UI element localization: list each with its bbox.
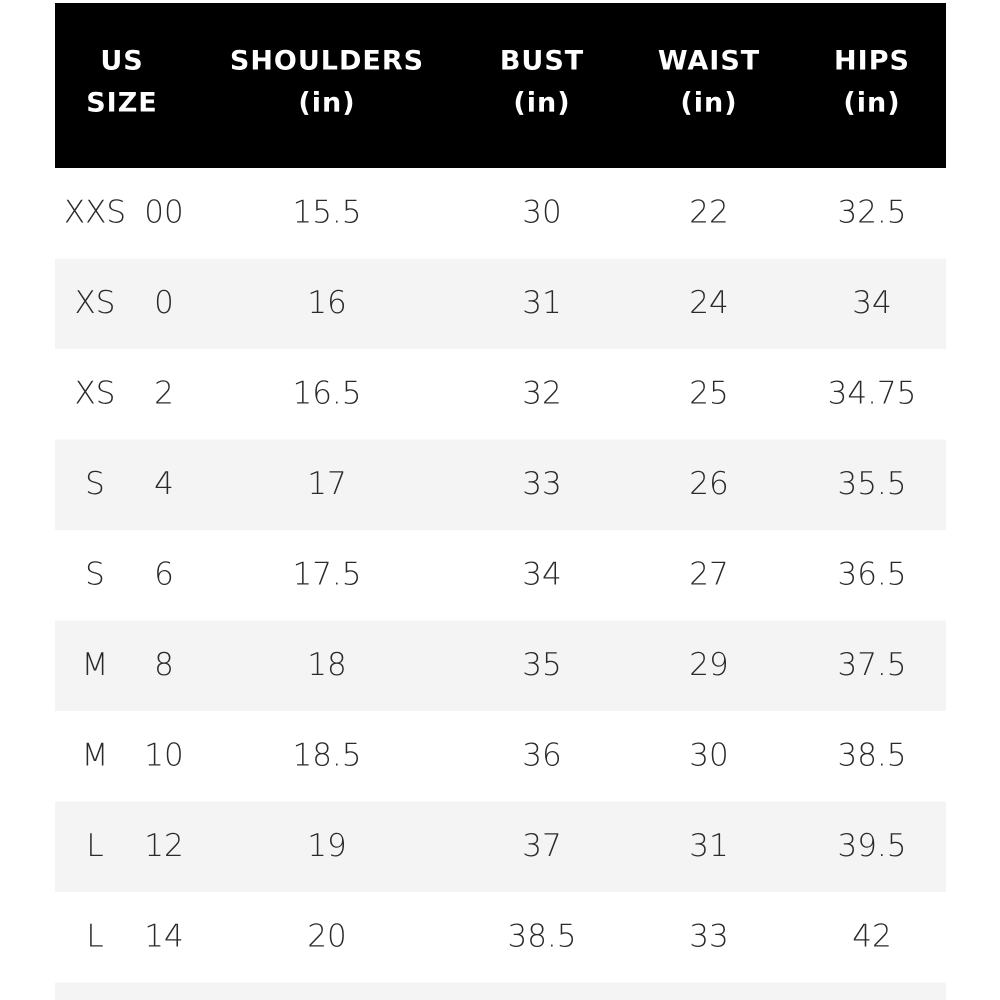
size-number: 0	[154, 285, 174, 321]
size-number: 10	[144, 738, 183, 774]
size-letter: M	[82, 647, 109, 683]
row-background	[55, 982, 946, 1000]
header-cell: SIZE	[86, 88, 158, 119]
measure-cell: 42	[852, 919, 891, 955]
header-cell: (in)	[843, 88, 900, 119]
measure-cell: 33	[689, 919, 728, 955]
header-cell: (in)	[513, 88, 570, 119]
row-background	[55, 801, 946, 892]
measure-cell: 17.5	[292, 557, 361, 593]
size-number: 4	[154, 466, 174, 502]
measure-cell: 19	[307, 828, 346, 864]
measure-cell: 31	[522, 285, 561, 321]
size-number: 8	[154, 647, 174, 683]
measure-cell: 34.75	[828, 376, 917, 412]
header-cell: BUST	[500, 46, 584, 77]
header-cell: (in)	[680, 88, 737, 119]
size-letter: XS	[75, 285, 116, 321]
measure-cell: 31	[689, 828, 728, 864]
measure-cell: 36	[522, 738, 561, 774]
size-letter: M	[82, 738, 109, 774]
measure-cell: 36.5	[837, 557, 906, 593]
size-letter: L	[86, 828, 103, 864]
header-cell: SHOULDERS	[230, 46, 424, 77]
measure-cell: 30	[522, 195, 561, 231]
measure-cell: 15.5	[292, 195, 361, 231]
size-letter: L	[86, 919, 103, 955]
measure-cell: 38.5	[837, 738, 906, 774]
row-background	[55, 620, 946, 711]
row-background	[55, 439, 946, 530]
measure-cell: 35.5	[837, 466, 906, 502]
size-number: 12	[144, 828, 183, 864]
header-cell: (in)	[298, 88, 355, 119]
size-letter: S	[85, 466, 105, 502]
measure-cell: 18	[307, 647, 346, 683]
size-number: 14	[144, 919, 183, 955]
measure-cell: 16	[307, 285, 346, 321]
row-background	[55, 711, 946, 802]
measure-cell: 38.5	[507, 919, 576, 955]
measure-cell: 29	[689, 647, 728, 683]
row-background	[55, 258, 946, 349]
row-background	[55, 168, 946, 259]
measure-cell: 39.5	[837, 828, 906, 864]
size-number: 00	[144, 195, 183, 231]
header-cell: US	[100, 46, 143, 77]
size-letter: S	[85, 557, 105, 593]
measure-cell: 17	[307, 466, 346, 502]
size-letter: XXS	[64, 195, 126, 231]
header-cell: WAIST	[658, 46, 760, 77]
row-background	[55, 530, 946, 621]
measure-cell: 16.5	[292, 376, 361, 412]
measure-cell: 24	[689, 285, 728, 321]
measure-cell: 22	[689, 195, 728, 231]
measure-cell: 37.5	[837, 647, 906, 683]
measure-cell: 32.5	[837, 195, 906, 231]
measure-cell: 35	[522, 647, 561, 683]
size-letter: XS	[75, 376, 116, 412]
measure-cell: 32	[522, 376, 561, 412]
measure-cell: 26	[689, 466, 728, 502]
measure-cell: 18.5	[292, 738, 361, 774]
header-cell: HIPS	[834, 46, 910, 77]
measure-cell: 34	[852, 285, 891, 321]
measure-cell: 30	[689, 738, 728, 774]
size-number: 6	[154, 557, 174, 593]
measure-cell: 27	[689, 557, 728, 593]
measure-cell: 33	[522, 466, 561, 502]
row-background	[55, 349, 946, 440]
header-background	[55, 3, 946, 168]
row-background	[55, 892, 946, 983]
measure-cell: 20	[307, 919, 346, 955]
measure-cell: 37	[522, 828, 561, 864]
size-number: 2	[154, 376, 174, 412]
measure-cell: 34	[522, 557, 561, 593]
measure-cell: 25	[689, 376, 728, 412]
